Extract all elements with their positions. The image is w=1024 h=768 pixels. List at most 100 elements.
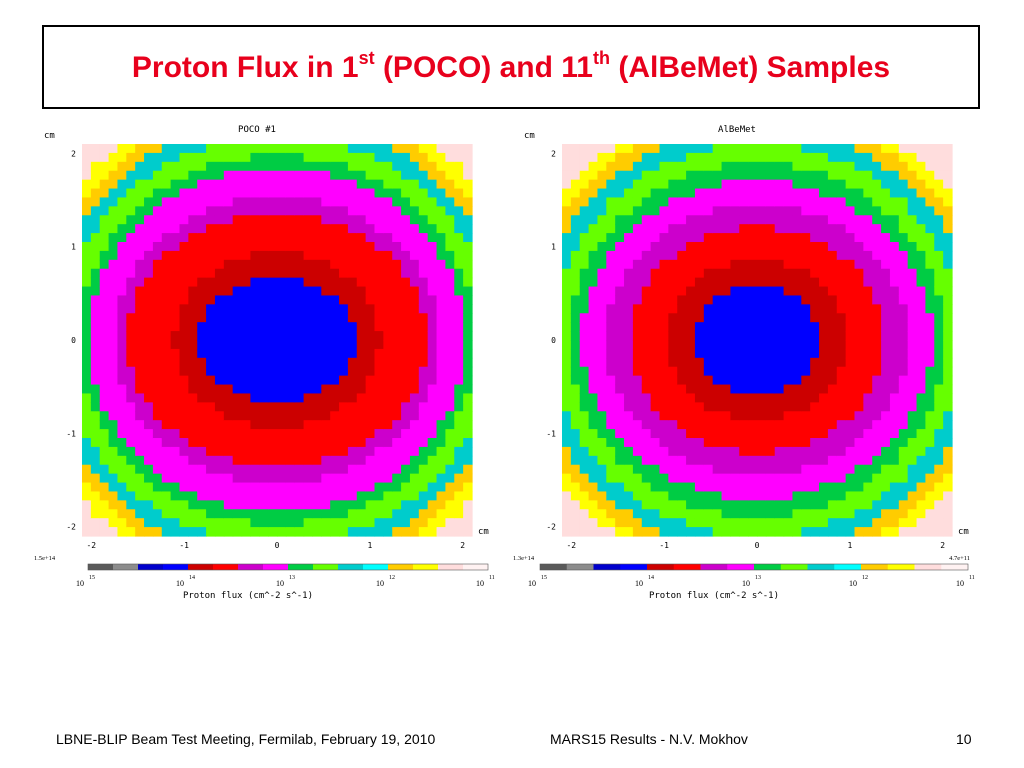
albemet-heatmap-cell (774, 277, 785, 288)
poco-heatmap-cell (108, 268, 119, 279)
albemet-heatmap-cell (889, 366, 900, 377)
poco-heatmap-cell (144, 527, 154, 537)
poco-heatmap-cell (179, 215, 189, 225)
poco-heatmap-cell (303, 518, 314, 528)
albemet-heatmap-cell (703, 455, 714, 466)
albemet-heatmap-cell (597, 429, 607, 439)
albemet-heatmap-cell (570, 268, 581, 279)
albemet-heatmap-cell (703, 473, 714, 484)
poco-heatmap-cell (383, 420, 393, 430)
poco-heatmap-cell (374, 322, 384, 332)
poco-heatmap-cell (463, 527, 473, 537)
poco-heatmap-cell (321, 420, 331, 430)
albemet-heatmap-cell (916, 250, 927, 261)
albemet-heatmap-cell (916, 393, 927, 403)
albemet-heatmap-cell (854, 429, 864, 439)
poco-heatmap-cell (436, 509, 447, 519)
poco-heatmap-cell (383, 161, 393, 172)
poco-heatmap-cell (152, 206, 163, 216)
poco-heatmap-cell (427, 250, 438, 261)
albemet-heatmap-cell (579, 384, 590, 395)
albemet-heatmap-cell (801, 286, 811, 297)
poco-heatmap-cell (445, 357, 455, 368)
poco-heatmap-cell (232, 348, 243, 359)
albemet-heatmap-cell (872, 438, 882, 448)
albemet-heatmap-cell (907, 446, 918, 457)
poco-heatmap-cell (303, 295, 314, 305)
albemet-heatmap-cell (792, 233, 802, 243)
albemet-heatmap-cell (916, 233, 927, 243)
poco-heatmap-cell (144, 322, 154, 332)
poco-heatmap-cell (197, 384, 207, 395)
poco-heatmap-cell (463, 509, 473, 519)
albemet-heatmap-cell (898, 402, 909, 412)
poco-heatmap-cell (135, 402, 145, 412)
albemet-heatmap-cell (730, 509, 740, 519)
poco-heatmap-cell (232, 144, 243, 154)
albemet-heatmap-cell (863, 215, 873, 225)
poco-heatmap-cell (170, 152, 181, 163)
poco-heatmap-cell (117, 375, 127, 386)
poco-colorbar-swatch (413, 564, 439, 570)
albemet-heatmap-cell (562, 500, 572, 510)
poco-heatmap-cell (108, 233, 119, 243)
poco-heatmap-cell (418, 384, 429, 395)
poco-heatmap-cell (152, 340, 163, 350)
albemet-heatmap-cell (694, 482, 705, 493)
poco-heatmap-cell (392, 197, 402, 207)
albemet-heatmap-cell (943, 322, 953, 332)
albemet-heatmap-cell (641, 473, 652, 484)
poco-heatmap-cell (303, 233, 314, 243)
albemet-heatmap-cell (668, 259, 678, 270)
albemet-heatmap-cell (757, 331, 767, 341)
poco-heatmap-cell (99, 357, 110, 368)
poco-heatmap-cell (206, 224, 216, 234)
albemet-heatmap-cell (819, 491, 829, 501)
poco-heatmap-cell (161, 144, 172, 154)
albemet-heatmap-cell (916, 313, 927, 323)
albemet-heatmap-cell (907, 233, 918, 243)
albemet-heatmap-cell (872, 429, 882, 439)
poco-y-tick-label: 1 (71, 243, 76, 252)
albemet-heatmap-cell (641, 215, 652, 225)
poco-heatmap-cell (117, 366, 127, 377)
poco-heatmap-cell (463, 420, 473, 430)
albemet-heatmap-cell (703, 331, 714, 341)
albemet-heatmap-cell (934, 429, 944, 439)
poco-heatmap-cell (99, 500, 110, 510)
poco-heatmap-cell (401, 393, 411, 403)
poco-heatmap-cell (285, 179, 296, 190)
albemet-heatmap-cell (570, 357, 581, 368)
poco-heatmap-cell (170, 313, 181, 323)
albemet-heatmap-cell (730, 491, 740, 501)
albemet-heatmap-cell (819, 518, 829, 528)
albemet-heatmap-cell (854, 518, 864, 528)
poco-heatmap-cell (126, 429, 136, 439)
poco-heatmap-cell (312, 393, 322, 403)
albemet-heatmap-cell (659, 242, 669, 252)
albemet-heatmap-cell (694, 429, 705, 439)
poco-heatmap-cell (401, 384, 411, 395)
albemet-heatmap-cell (641, 527, 652, 537)
poco-heatmap-cell (135, 295, 145, 305)
albemet-heatmap-cell (579, 482, 590, 493)
poco-heatmap-cell (117, 357, 127, 368)
poco-heatmap-cell (259, 393, 269, 403)
albemet-heatmap-cell (712, 429, 723, 439)
poco-heatmap-cell (374, 259, 384, 270)
poco-heatmap-cell (463, 348, 473, 359)
albemet-heatmap-cell (588, 473, 599, 484)
poco-heatmap-cell (135, 473, 145, 484)
albemet-heatmap-cell (730, 527, 740, 537)
poco-heatmap-cell (179, 259, 189, 270)
poco-heatmap-cell (285, 455, 296, 466)
poco-heatmap-cell (401, 268, 411, 279)
albemet-heatmap-cell (624, 366, 634, 377)
poco-heatmap-cell (144, 500, 154, 510)
poco-heatmap-cell (356, 340, 367, 350)
poco-heatmap-cell (90, 429, 101, 439)
poco-heatmap-cell (250, 259, 260, 270)
poco-heatmap-cell (197, 242, 207, 252)
poco-heatmap-cell (82, 482, 92, 493)
albemet-heatmap-cell (659, 304, 669, 314)
